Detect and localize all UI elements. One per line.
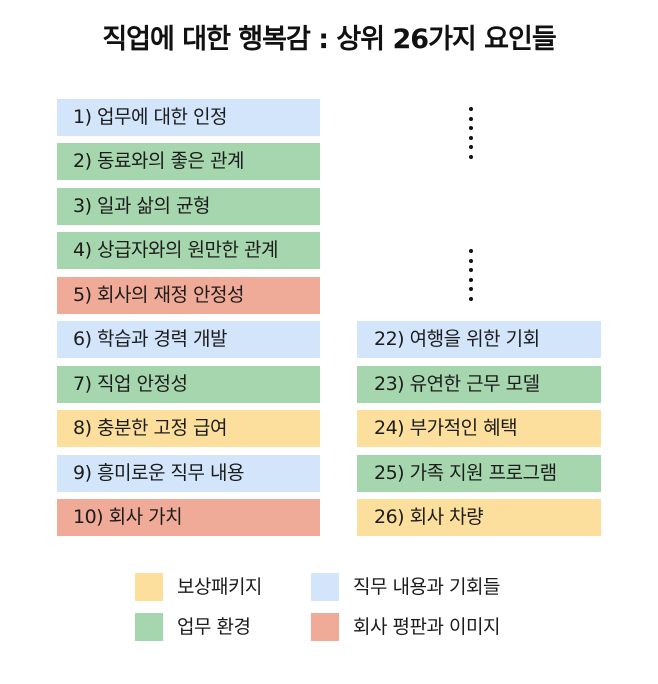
chart-title: 직업에 대한 행복감 : 상위 26가지 요인들 (102, 24, 556, 55)
factor-item-1: 1) 업무에 대한 인정 (57, 99, 320, 136)
vertical-ellipsis-icon (469, 249, 473, 307)
legend-label-environment: 업무 환경 (177, 616, 251, 638)
vertical-ellipsis-icon (469, 107, 473, 165)
legend-label-content: 직무 내용과 기회들 (353, 576, 500, 598)
factor-item-24: 24) 부가적인 혜택 (357, 410, 601, 447)
legend-label-reputation: 회사 평판과 이미지 (353, 616, 500, 638)
legend-swatch-environment (135, 613, 163, 641)
factor-item-26: 26) 회사 차량 (357, 499, 601, 536)
factor-item-5: 5) 회사의 재정 안정성 (57, 277, 320, 314)
factor-item-10: 10) 회사 가치 (57, 499, 320, 536)
factor-item-4: 4) 상급자와의 원만한 관계 (57, 232, 320, 269)
legend-swatch-reputation (311, 613, 339, 641)
factor-item-6: 6) 학습과 경력 개발 (57, 321, 320, 358)
factor-item-9: 9) 흥미로운 직무 내용 (57, 455, 320, 492)
legend-label-compensation: 보상패키지 (177, 576, 262, 598)
factor-item-8: 8) 충분한 고정 급여 (57, 410, 320, 447)
legend-swatch-compensation (135, 573, 163, 601)
factor-item-7: 7) 직업 안정성 (57, 366, 320, 403)
factor-item-2: 2) 동료와의 좋은 관계 (57, 143, 320, 180)
factor-item-25: 25) 가족 지원 프로그램 (357, 455, 601, 492)
factor-item-22: 22) 여행을 위한 기회 (357, 321, 601, 358)
factor-item-3: 3) 일과 삶의 균형 (57, 188, 320, 225)
legend-swatch-content (311, 573, 339, 601)
factor-item-23: 23) 유연한 근무 모델 (357, 366, 601, 403)
